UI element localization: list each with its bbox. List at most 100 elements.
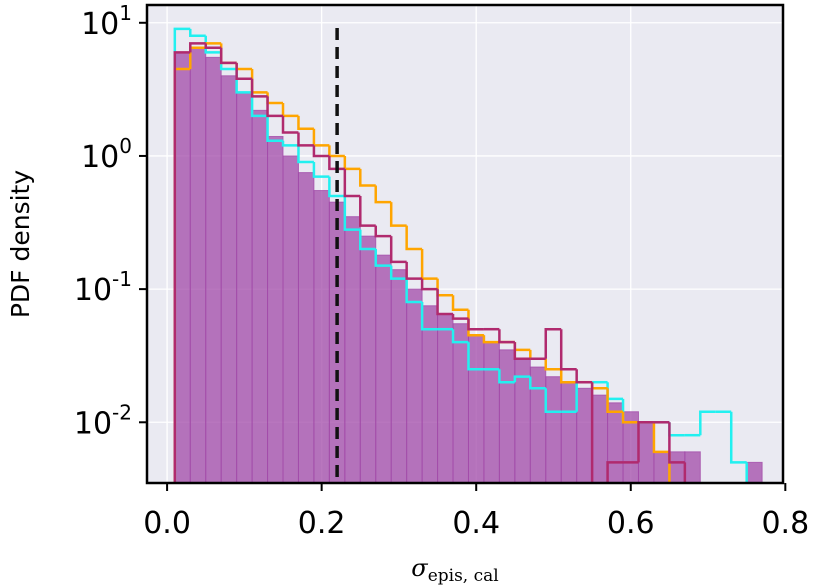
hist-step <box>189 42 206 53</box>
marks <box>173 27 763 483</box>
hist-bar <box>390 269 408 483</box>
hist-step <box>559 329 577 371</box>
hist-bar <box>684 451 701 483</box>
hist-bar <box>267 135 284 483</box>
y-tick-base: 10 <box>81 7 119 42</box>
hist-step <box>606 388 624 413</box>
y-tick-exponent: -2 <box>112 400 132 424</box>
hist-step <box>266 115 284 143</box>
hist-step <box>590 382 594 483</box>
hist-step <box>281 115 299 134</box>
hist-step <box>374 185 392 204</box>
hist-step <box>266 96 284 118</box>
y-tick-label: 101 <box>81 1 132 42</box>
y-tick-base: 10 <box>81 140 119 175</box>
hist-step <box>297 145 314 164</box>
hist-step <box>652 422 670 454</box>
hist-step <box>343 168 361 198</box>
hist-step <box>575 369 593 384</box>
x-tick-label: 0.0 <box>143 506 191 541</box>
y-tick-exponent: -1 <box>112 267 132 291</box>
hist-step <box>420 302 438 331</box>
hist-bar <box>452 323 469 483</box>
hist-bar <box>236 91 253 483</box>
hist-step <box>699 410 716 436</box>
hist-bar <box>746 461 763 483</box>
hist-step <box>529 376 546 390</box>
hist-step <box>235 62 253 80</box>
hist-step <box>606 461 624 483</box>
y-axis-label: PDF density <box>6 170 35 319</box>
hist-step <box>436 289 454 316</box>
hist-bar <box>251 109 269 483</box>
hist-bar <box>344 216 361 483</box>
hist-step <box>389 265 407 280</box>
x-tick-label: 0.8 <box>761 506 809 541</box>
hist-bar <box>545 376 562 483</box>
hist-bar <box>297 172 315 483</box>
hist-step <box>544 388 562 413</box>
hist-step <box>467 318 484 331</box>
hist-step <box>389 236 407 264</box>
hist-step <box>544 358 562 371</box>
hist-step <box>359 229 376 251</box>
hist-step <box>451 295 469 311</box>
hist-step <box>544 327 562 359</box>
hist-step <box>328 155 345 171</box>
hist-step <box>374 249 392 267</box>
y-tick-exponent: 0 <box>119 134 132 158</box>
hist-step <box>467 342 484 371</box>
y-tick-base: 10 <box>74 273 112 308</box>
y-tick-label: 10-2 <box>74 400 132 441</box>
hist-step <box>328 145 345 158</box>
hist-step <box>359 196 376 227</box>
hist-step <box>745 462 748 483</box>
hist-step <box>498 369 515 384</box>
hist-step <box>281 140 299 147</box>
y-tick-label: 10-1 <box>74 267 132 308</box>
hist-bar <box>220 75 238 483</box>
hist-bar <box>529 366 547 483</box>
hist-step <box>204 43 222 49</box>
x-tick-label: 0.6 <box>607 506 655 541</box>
hist-step <box>482 335 500 344</box>
x-tick-label: 0.2 <box>298 506 346 541</box>
hist-step <box>621 411 639 424</box>
hist-bar <box>591 394 609 483</box>
hist-bar <box>437 313 454 483</box>
hist-step <box>451 329 469 344</box>
hist-bar <box>637 421 655 483</box>
x-tick-label: 0.4 <box>452 506 500 541</box>
hist-bar <box>560 381 578 483</box>
y-tick-label: 100 <box>81 134 132 175</box>
hist-bar <box>483 341 500 483</box>
hist-bar <box>174 51 191 483</box>
hist-bar <box>607 402 624 483</box>
hist-bar <box>189 47 207 483</box>
hist-step <box>173 51 191 483</box>
hist-step <box>405 278 423 304</box>
hist-step <box>297 132 314 147</box>
hist-bar <box>359 235 377 483</box>
hist-step <box>297 115 314 131</box>
hist-bar <box>205 56 222 483</box>
hist-bar <box>498 349 516 483</box>
x-label-sub: epis, cal <box>428 566 499 586</box>
hist-step <box>451 314 469 320</box>
x-axis-label: σepis, cal <box>411 554 498 586</box>
hist-step <box>374 225 392 238</box>
hist-bar <box>375 254 392 483</box>
hist-bar <box>313 190 330 483</box>
hist-step <box>405 225 423 251</box>
hist-step <box>405 261 423 280</box>
hist-step <box>467 309 484 337</box>
hist-step <box>389 202 407 227</box>
x-label-main: σ <box>411 554 428 582</box>
hist-step <box>312 162 330 178</box>
y-tick-base: 10 <box>74 406 112 441</box>
hist-step <box>359 168 376 187</box>
hist-step <box>219 47 237 65</box>
axes-frame <box>145 3 785 485</box>
hist-step <box>189 28 206 37</box>
